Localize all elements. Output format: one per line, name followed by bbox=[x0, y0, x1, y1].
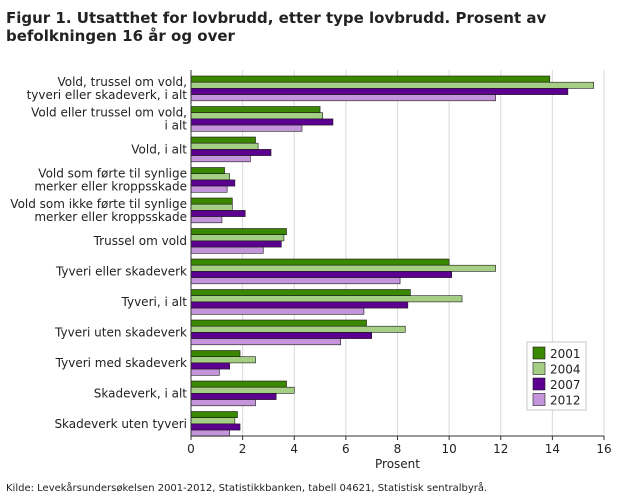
bars bbox=[190, 75, 594, 437]
bar-2004-1 bbox=[190, 112, 323, 120]
bar-2007-6 bbox=[190, 271, 453, 278]
legend-swatch-2004 bbox=[532, 362, 546, 375]
bar-2012-2 bbox=[190, 155, 251, 163]
bar-2012-3 bbox=[190, 185, 228, 193]
bar-chart: 0 2 4 6 8 10 12 14 16 Prosent Vold, trussel om vo… bbox=[10, 70, 612, 471]
category-label: Vold, i alt bbox=[131, 142, 187, 156]
bar-2012-10 bbox=[190, 399, 256, 407]
bar-2001-7 bbox=[190, 289, 411, 296]
legend-swatch-2012 bbox=[532, 393, 546, 406]
category-label: tyveri eller skadeverk, i alt bbox=[27, 88, 188, 102]
category-label: Skadeverk, i alt bbox=[94, 386, 188, 400]
bar-2007-5 bbox=[190, 240, 282, 248]
bar-2007-8 bbox=[190, 332, 372, 339]
bar-2007-4 bbox=[190, 210, 246, 217]
x-tick-label: 10 bbox=[441, 442, 456, 456]
x-tick-label: 14 bbox=[545, 442, 560, 456]
category-label: Tyveri, i alt bbox=[121, 295, 188, 309]
legend-label-2001: 2001 bbox=[550, 347, 581, 361]
bar-2001-9 bbox=[190, 350, 241, 357]
bar-2004-9 bbox=[190, 356, 256, 364]
x-tick-label: 6 bbox=[342, 442, 350, 456]
bar-2012-5 bbox=[190, 246, 264, 254]
category-label: Tyveri eller skadeverk bbox=[55, 264, 187, 278]
category-labels: Vold, trussel om vold,tyveri eller skade… bbox=[10, 75, 187, 431]
bar-2004-6 bbox=[190, 264, 496, 272]
category-label: Vold, trussel om vold, bbox=[57, 75, 187, 89]
x-axis-label: Prosent bbox=[375, 457, 420, 471]
bar-2004-11 bbox=[190, 417, 236, 425]
bar-2007-1 bbox=[190, 118, 334, 126]
legend-label-2004: 2004 bbox=[550, 363, 581, 377]
legend-label-2012: 2012 bbox=[550, 394, 581, 408]
category-label: merker eller kroppsskade bbox=[34, 210, 187, 224]
legend-label-2007: 2007 bbox=[550, 378, 581, 392]
bar-2007-3 bbox=[190, 179, 236, 187]
bar-2007-10 bbox=[190, 393, 277, 400]
chart-title: Figur 1. Utsatthet for lovbrudd, etter t… bbox=[6, 9, 547, 45]
category-label: Tyveri uten skadeverk bbox=[54, 325, 187, 339]
x-tick-label: 0 bbox=[187, 442, 195, 456]
bar-2012-7 bbox=[190, 307, 365, 315]
category-label: Skadeverk uten tyveri bbox=[54, 417, 187, 431]
bar-2012-4 bbox=[190, 216, 223, 224]
bar-2012-0 bbox=[190, 94, 496, 102]
bar-2001-5 bbox=[190, 228, 287, 235]
bar-2004-8 bbox=[190, 325, 406, 333]
x-tick-label: 16 bbox=[596, 442, 611, 456]
bar-2007-9 bbox=[190, 362, 231, 370]
bar-2007-2 bbox=[190, 149, 272, 156]
bar-2012-8 bbox=[190, 338, 342, 346]
bar-2012-6 bbox=[190, 277, 401, 285]
bar-2004-7 bbox=[190, 295, 463, 303]
bar-2004-3 bbox=[190, 173, 231, 181]
bar-2012-11 bbox=[190, 429, 231, 437]
category-label: Trussel om vold bbox=[93, 234, 187, 248]
x-tick-label: 12 bbox=[493, 442, 508, 456]
x-tick-label: 2 bbox=[239, 442, 247, 456]
category-label: Tyveri med skadeverk bbox=[55, 356, 187, 370]
bar-2004-5 bbox=[190, 234, 285, 242]
bar-2012-1 bbox=[190, 124, 303, 132]
bar-2004-2 bbox=[190, 142, 259, 150]
source-note: Kilde: Levekårsundersøkelsen 2001-2012, … bbox=[6, 483, 488, 494]
axes: 0 2 4 6 8 10 12 14 16 Prosent bbox=[187, 70, 612, 471]
bar-2001-10 bbox=[190, 380, 287, 388]
bar-2001-1 bbox=[190, 106, 321, 113]
category-label: merker eller kroppsskade bbox=[34, 179, 187, 193]
bar-2004-0 bbox=[190, 81, 594, 89]
category-label: Vold som førte til synlige bbox=[38, 166, 187, 180]
bar-2001-11 bbox=[190, 411, 238, 418]
bar-2007-11 bbox=[190, 423, 241, 431]
bar-2001-8 bbox=[190, 319, 367, 327]
bar-2001-2 bbox=[190, 136, 256, 144]
category-label: Vold som ikke førte til synlige bbox=[10, 197, 187, 211]
bar-2007-0 bbox=[190, 88, 569, 95]
bar-2001-4 bbox=[190, 197, 233, 205]
x-tick-label: 4 bbox=[290, 442, 298, 456]
bar-2001-3 bbox=[190, 167, 225, 174]
legend-swatch-2007 bbox=[532, 377, 546, 391]
legend-swatch-2001 bbox=[532, 346, 546, 360]
bar-2001-0 bbox=[190, 75, 551, 83]
bar-2004-10 bbox=[190, 386, 295, 394]
bar-2001-6 bbox=[190, 258, 450, 266]
x-tick-label: 8 bbox=[394, 442, 402, 456]
bar-2012-9 bbox=[190, 368, 220, 376]
category-label: i alt bbox=[164, 118, 187, 132]
category-label: Vold eller trussel om vold, bbox=[31, 105, 187, 119]
bar-2004-4 bbox=[190, 203, 233, 211]
bar-2007-7 bbox=[190, 301, 409, 309]
